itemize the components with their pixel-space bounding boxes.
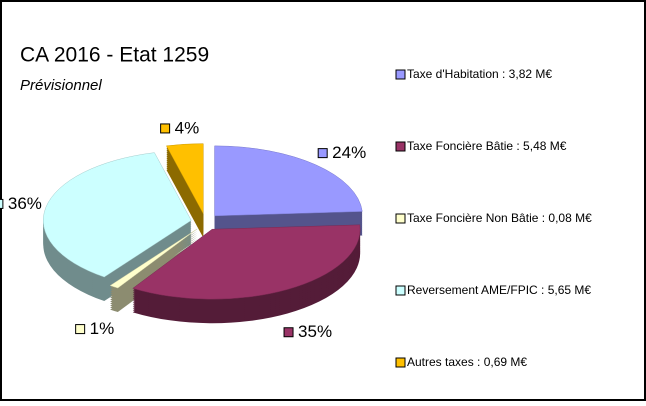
slice bbox=[214, 145, 363, 217]
legend-swatch bbox=[395, 69, 406, 80]
legend-label: Autres taxes : 0,69 M€ bbox=[407, 355, 527, 369]
label-swatch bbox=[0, 198, 4, 209]
legend-swatch bbox=[395, 141, 406, 152]
data-label: 1% bbox=[90, 319, 115, 338]
chart-subtitle: Prévisionnel bbox=[20, 77, 102, 94]
slice bbox=[166, 143, 204, 214]
legend-label: Taxe Foncière Bâtie : 5,48 M€ bbox=[407, 139, 567, 153]
chart-title: CA 2016 - Etat 1259 bbox=[20, 44, 209, 67]
data-label: 35% bbox=[298, 322, 332, 341]
data-label: 24% bbox=[332, 143, 366, 162]
label-swatch bbox=[317, 148, 328, 159]
slice bbox=[43, 152, 192, 278]
data-label: 36% bbox=[8, 194, 42, 213]
label-swatch bbox=[75, 324, 86, 335]
legend-swatch bbox=[395, 213, 406, 224]
label-swatch bbox=[283, 327, 294, 338]
label-swatch bbox=[160, 123, 171, 134]
slice bbox=[132, 224, 361, 300]
legend-swatch bbox=[395, 285, 406, 296]
legend-label: Taxe Foncière Non Bâtie : 0,08 M€ bbox=[407, 211, 592, 225]
legend-swatch bbox=[395, 357, 406, 368]
data-label: 4% bbox=[175, 118, 200, 137]
legend-label: Taxe d'Habitation : 3,82 M€ bbox=[407, 67, 552, 81]
slice bbox=[109, 228, 198, 289]
legend-label: Reversement AME/FPIC : 5,65 M€ bbox=[407, 283, 591, 297]
